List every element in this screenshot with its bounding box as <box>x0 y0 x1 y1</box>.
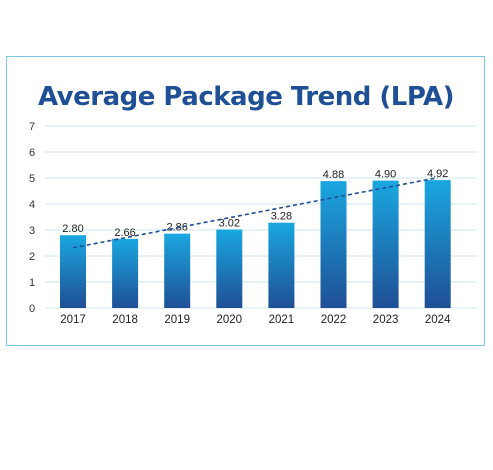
y-tick-label: 3 <box>29 225 35 237</box>
gridlines <box>45 125 477 309</box>
x-tick-label: 2024 <box>425 314 451 326</box>
data-label: 3.28 <box>271 211 292 223</box>
chart-title: Average Package Trend (LPA) <box>38 82 454 112</box>
y-tick-label: 2 <box>29 251 35 263</box>
bar <box>372 180 399 308</box>
data-label: 2.80 <box>62 223 83 235</box>
bar <box>268 222 295 308</box>
x-tick-label: 2021 <box>269 314 295 326</box>
trendline <box>72 176 438 249</box>
x-tick-label: 2017 <box>60 314 86 326</box>
data-label: 2.66 <box>114 227 135 239</box>
x-tick-label: 2018 <box>112 314 138 326</box>
data-label: 3.02 <box>219 217 240 229</box>
y-tick-label: 4 <box>29 199 35 211</box>
data-label: 4.90 <box>375 169 396 181</box>
y-axis-ticks: 0 1 2 3 4 5 6 7 <box>29 121 35 315</box>
data-label: 4.88 <box>323 169 344 181</box>
bar <box>320 181 347 308</box>
bar <box>424 180 451 308</box>
data-label: 4.92 <box>427 168 448 180</box>
y-tick-label: 1 <box>29 277 35 289</box>
chart-card: Average Package Trend (LPA) 0 1 2 3 4 5 6 7 2.8… <box>6 56 485 346</box>
y-tick-label: 6 <box>29 147 35 159</box>
x-tick-label: 2020 <box>217 314 243 326</box>
bar <box>164 233 191 308</box>
bars <box>60 180 451 308</box>
y-tick-label: 7 <box>29 121 35 133</box>
x-tick-label: 2019 <box>164 314 190 326</box>
bar-chart: Average Package Trend (LPA) 0 1 2 3 4 5 6 7 2.8… <box>29 82 477 326</box>
x-tick-label: 2022 <box>321 314 347 326</box>
trendline-line <box>72 176 438 249</box>
x-axis-ticks: 2017 2018 2019 2020 2021 2022 2023 2024 <box>60 314 451 326</box>
y-tick-label: 0 <box>29 303 35 315</box>
x-tick-label: 2023 <box>373 314 399 326</box>
bar <box>112 238 139 308</box>
y-tick-label: 5 <box>29 173 35 185</box>
bar <box>216 229 243 308</box>
